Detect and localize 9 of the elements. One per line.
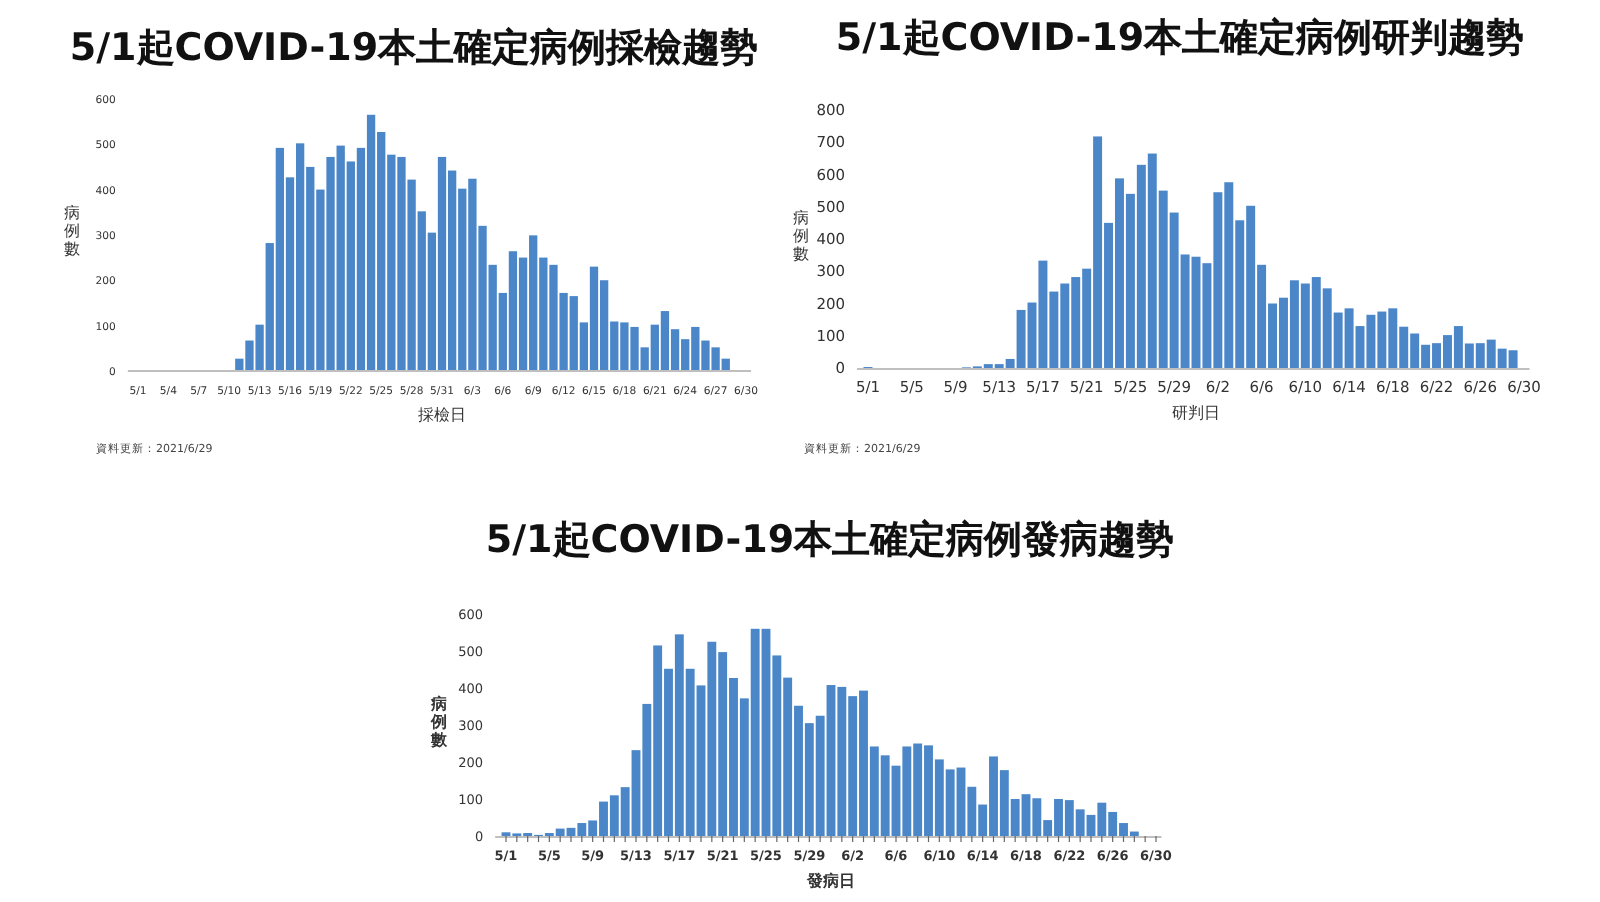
y-axis-title: 病例數: [793, 209, 810, 263]
y-axis-title: 病例數: [429, 695, 450, 749]
x-axis-title: 採檢日: [418, 406, 466, 424]
x-axis-title: 研判日: [1172, 404, 1220, 422]
chart-title: 5/1起COVID-19本土確定病例採檢趨勢: [69, 26, 759, 70]
chart-title: 5/1起COVID-19本土確定病例發病趨勢: [485, 518, 1175, 562]
chart-title: 5/1起COVID-19本土確定病例研判趨勢: [835, 16, 1525, 60]
y-axis-title: 病例數: [63, 204, 80, 258]
x-axis-title: 發病日: [805, 872, 855, 890]
